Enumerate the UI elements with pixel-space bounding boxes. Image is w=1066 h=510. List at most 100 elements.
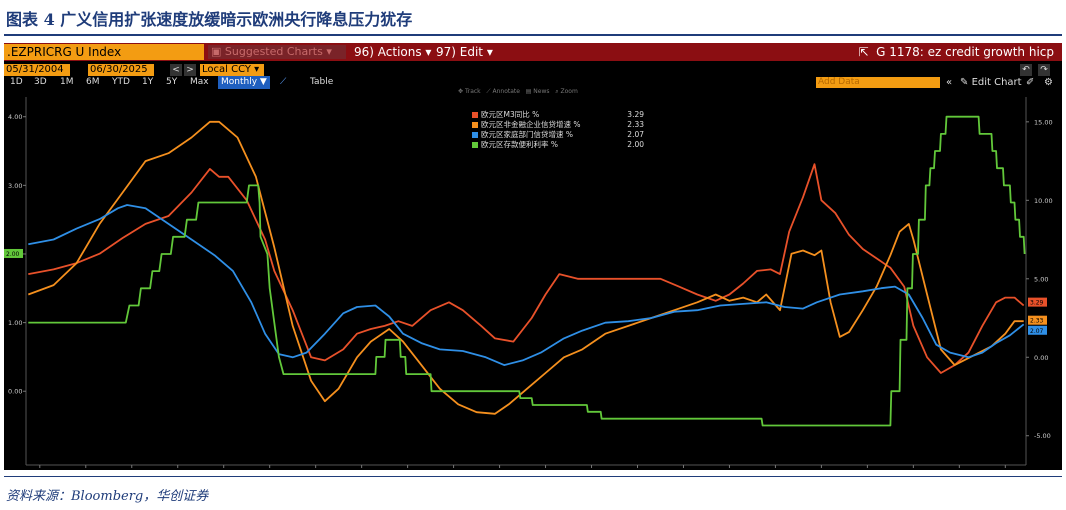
y-left-tick-label: 3.00: [8, 182, 22, 190]
undo-icon[interactable]: ↶: [1020, 64, 1032, 76]
figure-title: 图表 4 广义信用扩张速度放缓暗示欧洲央行降息压力犹存: [6, 10, 413, 29]
legend-label-m3: 欧元区M3同比 %: [481, 110, 540, 119]
x-tick-label: 2020: [777, 469, 794, 470]
source-note: 资料来源：Bloomberg，华创证券: [6, 489, 209, 504]
y-right-tick-label: 10.00: [1034, 197, 1053, 205]
period-1d[interactable]: 1D: [10, 77, 23, 87]
table-button[interactable]: Table: [310, 77, 334, 87]
chart-title-area: ⇱ G 1178: ez credit growth hicp: [858, 44, 1054, 60]
last-value-badge-nfc: [1028, 315, 1047, 325]
legend-swatch-rate: [472, 142, 478, 148]
annotate-tool[interactable]: ⟋ Annotate: [486, 88, 520, 95]
suggested-charts-button[interactable]: ▣ Suggested Charts ▾: [208, 45, 346, 59]
edit-menu[interactable]: 97) Edit ▾: [436, 45, 493, 59]
legend-value-hh: 2.07: [627, 130, 644, 139]
news-tool[interactable]: ▤ News: [525, 88, 550, 95]
frequency-select[interactable]: Monthly ▼: [218, 76, 270, 89]
series-line-hh: [28, 204, 1025, 367]
legend-label-rate: 欧元区存款便利利率 %: [481, 140, 559, 149]
period-row: 1D 3D 1M 6M YTD 1Y 5Y Max Monthly ▼ ⟋ Ta…: [4, 76, 1062, 89]
end-date-input[interactable]: 06/30/2025: [88, 64, 154, 76]
last-value-badge-hh: [1028, 325, 1047, 335]
x-tick-label: 2008: [225, 469, 242, 470]
currency-value: Local CCY: [202, 64, 251, 75]
chart-type-icon[interactable]: ⟋: [280, 77, 287, 87]
x-tick-label: 2024: [961, 469, 978, 470]
period-max[interactable]: Max: [190, 77, 209, 87]
actions-menu[interactable]: 96) Actions ▾: [354, 45, 432, 59]
legend-label-nfc: 欧元区非金融企业信贷增速 %: [481, 120, 581, 129]
ticker-field[interactable]: .EZPRICRG U Index: [4, 44, 204, 60]
legend-item-nfc: 欧元区非金融企业信贷增速 % 2.33: [472, 120, 644, 130]
edit-chart-button[interactable]: ✎ Edit Chart: [960, 77, 1022, 88]
x-tick-label: 2013: [455, 469, 472, 470]
last-value-text-nfc: 2.33: [1030, 318, 1044, 325]
currency-select[interactable]: Local CCY ▾: [200, 64, 264, 76]
y-right-tick-label: 5.00: [1034, 275, 1048, 283]
series-line-nfc: [27, 120, 1024, 415]
x-tick-label: 2004: [42, 469, 59, 470]
zoom-tool[interactable]: ⌕ Zoom: [555, 88, 578, 95]
toolbar: .EZPRICRG U Index ▣ Suggested Charts ▾ 9…: [4, 43, 1062, 61]
x-tick-label: 2014: [501, 469, 518, 470]
x-tick-label: 2006: [133, 469, 150, 470]
date-row: 05/31/2004 06/30/2025 < > Local CCY ▾ ↶ …: [4, 63, 1062, 77]
series-line-m3: [28, 163, 1025, 374]
series-line-rate: [28, 115, 1026, 427]
source-divider: [4, 476, 1062, 477]
last-value-text-rate: 2.00: [6, 251, 20, 258]
x-tick-label: 2021: [823, 469, 840, 470]
period-5y[interactable]: 5Y: [166, 77, 178, 87]
title-divider: [4, 34, 1062, 36]
y-right-tick-label: 15.00: [1034, 118, 1053, 126]
next-arrow-icon[interactable]: >: [184, 64, 196, 76]
legend: 欧元区M3同比 % 3.29 欧元区非金融企业信贷增速 % 2.33 欧元区家庭…: [472, 110, 644, 150]
add-data-input[interactable]: Add Data: [816, 77, 940, 88]
x-tick-label: 2016: [593, 469, 610, 470]
prev-arrow-icon[interactable]: <: [170, 64, 182, 76]
legend-swatch-nfc: [472, 122, 478, 128]
redo-icon[interactable]: ↷: [1038, 64, 1050, 76]
period-6m[interactable]: 6M: [86, 77, 100, 87]
x-tick-label: 2022: [869, 469, 886, 470]
period-ytd[interactable]: YTD: [112, 77, 130, 87]
news-label: News: [533, 88, 550, 95]
gear-icon[interactable]: ⚙: [1044, 77, 1053, 88]
bloomberg-terminal: .EZPRICRG U Index ▣ Suggested Charts ▾ 9…: [4, 43, 1062, 470]
period-1m[interactable]: 1M: [60, 77, 74, 87]
last-value-text-hh: 2.07: [1030, 328, 1044, 335]
pencil-icon[interactable]: ✐: [1026, 77, 1035, 88]
y-left-tick-label: 4.00: [8, 113, 22, 121]
suggested-charts-label: Suggested Charts: [224, 45, 323, 58]
external-link-icon[interactable]: ⇱: [858, 45, 869, 59]
period-1y[interactable]: 1Y: [142, 77, 154, 87]
legend-swatch-m3: [472, 112, 478, 118]
y-left-tick-label: 0.00: [8, 388, 22, 396]
x-tick-label: 2011: [363, 469, 380, 470]
chart-tools: ✥ Track ⟋ Annotate ▤ News ⌕ Zoom: [458, 88, 578, 96]
last-value-badge-rate: [4, 248, 23, 258]
x-tick-label: 2005: [87, 469, 104, 470]
x-tick-label: 2010: [317, 469, 334, 470]
legend-label-hh: 欧元区家庭部门信贷增速 %: [481, 130, 574, 139]
collapse-icon[interactable]: «: [946, 77, 953, 88]
x-tick-label: 2012: [409, 469, 426, 470]
legend-swatch-hh: [472, 132, 478, 138]
legend-value-nfc: 2.33: [627, 120, 644, 129]
start-date-input[interactable]: 05/31/2004: [4, 64, 70, 76]
track-tool[interactable]: ✥ Track: [458, 88, 481, 95]
x-tick-label: 2017: [639, 469, 656, 470]
edit-chart-label: Edit Chart: [971, 77, 1022, 88]
legend-value-rate: 2.00: [627, 140, 644, 149]
legend-item-hh: 欧元区家庭部门信贷增速 % 2.07: [472, 130, 644, 140]
y-right-tick-label: 0.00: [1034, 354, 1048, 362]
x-tick-label: 2018: [685, 469, 702, 470]
chart-title: G 1178: ez credit growth hicp: [876, 45, 1054, 59]
x-tick-label: 2009: [271, 469, 288, 470]
legend-item-rate: 欧元区存款便利利率 % 2.00: [472, 140, 644, 150]
annotate-label: Annotate: [492, 88, 520, 95]
x-tick-label: 2023: [915, 469, 932, 470]
period-3d[interactable]: 3D: [34, 77, 47, 87]
x-tick-label: 2007: [179, 469, 196, 470]
x-tick-label: 2025: [1007, 469, 1024, 470]
